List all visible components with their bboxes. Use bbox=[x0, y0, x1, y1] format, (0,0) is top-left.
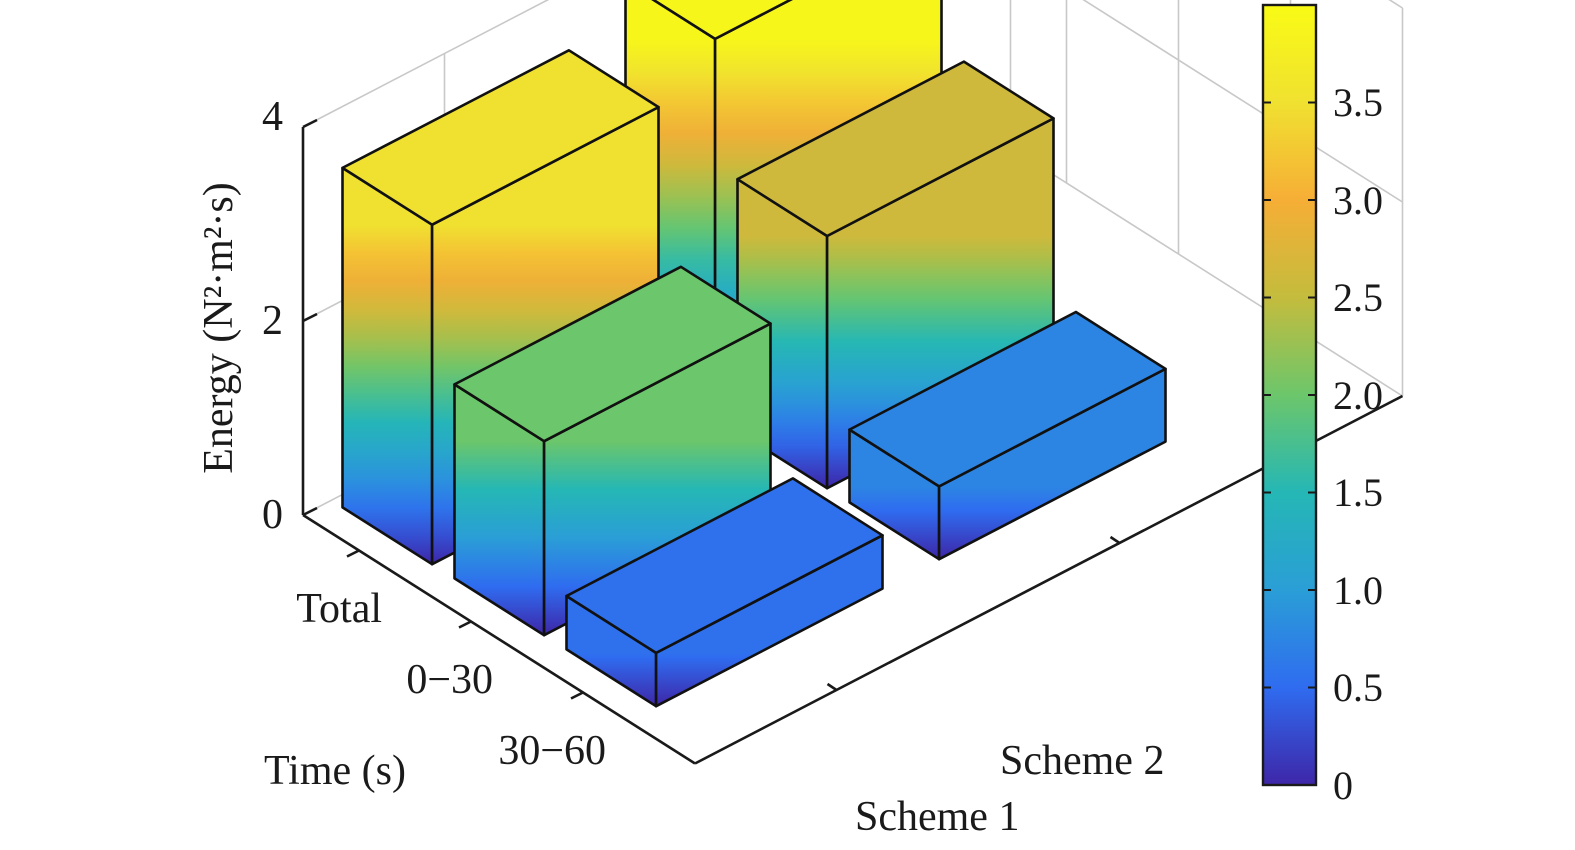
colorbar-tick-label: 3.5 bbox=[1333, 80, 1383, 125]
grid-line bbox=[1010, 146, 1403, 397]
colorbar-ticks bbox=[1263, 101, 1316, 786]
z-tick-mark bbox=[302, 312, 318, 323]
time-tick-label: 30−60 bbox=[498, 728, 606, 774]
time-tick-label: Total bbox=[296, 586, 382, 632]
bars bbox=[341, 0, 1167, 708]
bar-top-face bbox=[453, 265, 772, 443]
scheme-tick-mark bbox=[1109, 535, 1121, 545]
time-axis-tick-labels: Total 0−30 30−60 bbox=[296, 586, 606, 774]
colorbar-tick-label: 0.5 bbox=[1333, 665, 1383, 710]
grid-line bbox=[302, 0, 550, 128]
time-tick-mark bbox=[458, 620, 472, 629]
time-axis-title: Time (s) bbox=[264, 748, 406, 794]
time-tick-label: 0−30 bbox=[406, 657, 493, 703]
time-tick-mark bbox=[346, 549, 360, 558]
bar-side-face bbox=[341, 166, 434, 566]
colorbar-tick-label: 2.0 bbox=[1333, 373, 1383, 418]
bar bbox=[565, 477, 884, 708]
z-tick-mark bbox=[302, 506, 318, 517]
colorbar-tick-label: 3.0 bbox=[1333, 178, 1383, 223]
colorbar-tick-label: 2.5 bbox=[1333, 275, 1383, 320]
grid-line bbox=[1082, 0, 1403, 203]
scheme-tick-mark bbox=[826, 682, 838, 692]
z-tick-label: 2 bbox=[262, 298, 283, 344]
colorbar-tick-label: 1.5 bbox=[1333, 470, 1383, 515]
bar-top-face bbox=[341, 48, 660, 226]
bar bbox=[848, 310, 1167, 561]
grid-line bbox=[1388, 0, 1403, 9]
z-tick-mark bbox=[302, 118, 318, 129]
colorbar-strip bbox=[1261, 3, 1318, 787]
colorbar-tick-label: 0 bbox=[1333, 763, 1353, 808]
scheme-tick-label: Scheme 1 bbox=[855, 794, 1019, 840]
bar-top-face bbox=[736, 60, 1055, 238]
bar bbox=[453, 265, 772, 637]
colorbar-tick-labels: 0 0.5 1.0 1.5 2.0 2.5 3.0 3.5 bbox=[1333, 80, 1383, 808]
z-axis-ticks: 0 2 4 bbox=[262, 94, 283, 538]
colorbar: 0 0.5 1.0 1.5 2.0 2.5 3.0 3.5 bbox=[1261, 3, 1383, 808]
scheme-axis-tick-labels: Scheme 1 Scheme 2 bbox=[855, 738, 1164, 840]
colorbar-tick-label: 1.0 bbox=[1333, 568, 1383, 613]
bar-top-face bbox=[848, 310, 1167, 488]
bar-top-face bbox=[565, 477, 884, 655]
z-axis-title: Energy (N²·m²·s) bbox=[196, 182, 242, 474]
time-tick-mark bbox=[570, 691, 584, 700]
z-tick-label: 4 bbox=[262, 94, 283, 140]
time-axis-line bbox=[302, 513, 696, 765]
scheme-tick-label: Scheme 2 bbox=[1000, 738, 1164, 784]
bar-top-face bbox=[651, 0, 793, 41]
z-tick-label: 0 bbox=[262, 492, 283, 538]
